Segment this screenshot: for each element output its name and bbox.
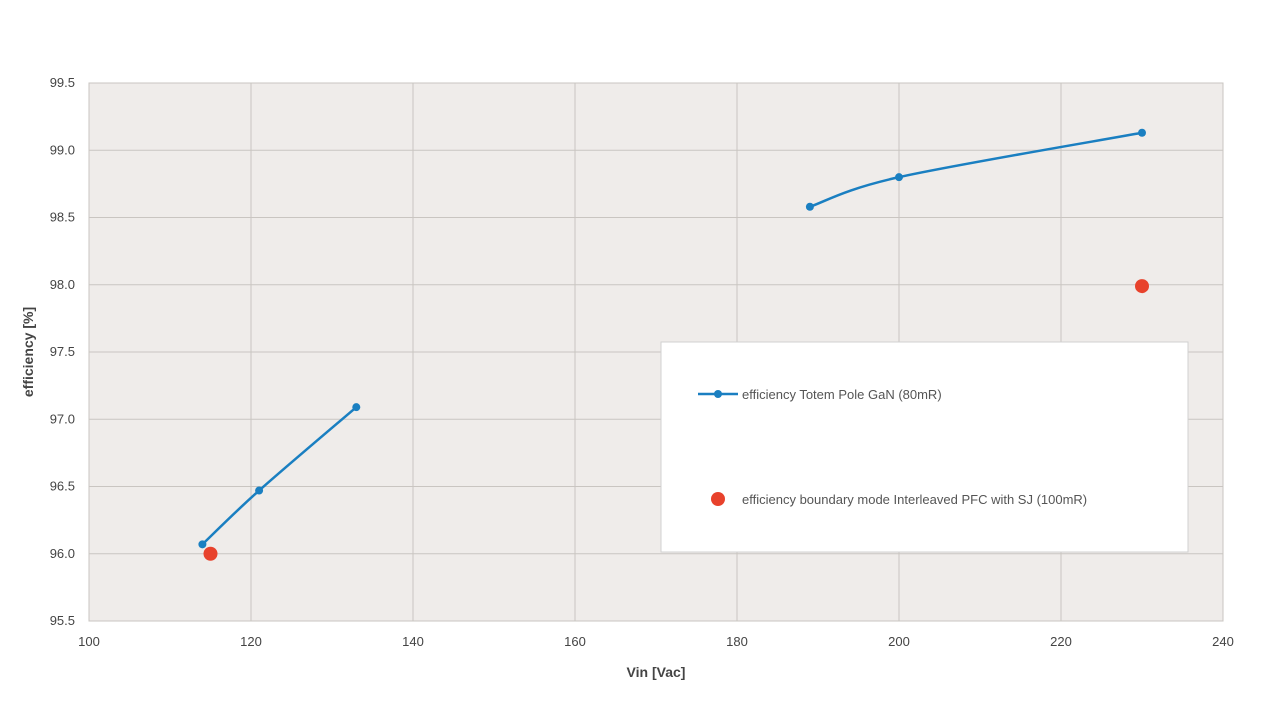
legend-item: efficiency Totem Pole GaN (80mR) <box>698 387 942 402</box>
y-tick-label: 96.0 <box>50 546 75 561</box>
y-tick-label: 95.5 <box>50 613 75 628</box>
series-layer <box>198 128 1149 561</box>
series-line <box>809 131 1143 208</box>
legend-item: efficiency boundary mode Interleaved PFC… <box>711 492 1087 507</box>
data-point <box>895 173 903 182</box>
y-axis-ticks: 95.5 96.0 96.5 97.0 97.5 98.0 98.5 99.0 99.5 <box>50 75 75 628</box>
x-axis-ticks: 100 120 140 160 180 200 220 240 <box>78 634 1234 649</box>
x-axis-title: Vin [Vac] <box>627 664 686 680</box>
y-tick-label: 96.5 <box>50 479 75 494</box>
data-point <box>352 403 361 412</box>
legend-items: efficiency Totem Pole GaN (80mR) efficien… <box>698 387 1087 507</box>
data-point <box>805 202 814 211</box>
y-tick-label: 97.5 <box>50 344 75 359</box>
legend-label: efficiency boundary mode Interleaved PFC… <box>742 492 1087 507</box>
series-1 <box>198 128 1146 549</box>
y-tick-label: 98.0 <box>50 277 75 292</box>
x-tick-label: 140 <box>402 634 424 649</box>
data-point <box>1138 128 1146 137</box>
y-tick-label: 97.0 <box>50 411 75 426</box>
y-tick-label: 99.5 <box>50 75 75 90</box>
x-tick-label: 200 <box>888 634 910 649</box>
x-tick-label: 120 <box>240 634 262 649</box>
data-point <box>198 540 207 549</box>
legend-box <box>660 341 1189 553</box>
y-tick-label: 98.5 <box>50 210 75 225</box>
series-2 <box>203 279 1149 561</box>
legend: efficiency Totem Pole GaN (80mR) efficien… <box>660 341 1189 553</box>
legend-marker-swatch <box>714 390 722 398</box>
data-point <box>1135 279 1149 294</box>
x-tick-label: 100 <box>78 634 100 649</box>
legend-marker-swatch <box>711 492 725 506</box>
x-tick-label: 180 <box>726 634 748 649</box>
x-tick-label: 220 <box>1050 634 1072 649</box>
x-tick-label: 240 <box>1212 634 1234 649</box>
data-point <box>203 546 218 561</box>
y-axis-title: efficiency [%] <box>20 307 36 397</box>
x-tick-label: 160 <box>564 634 586 649</box>
data-point <box>255 486 264 495</box>
y-tick-label: 99.0 <box>50 142 75 157</box>
legend-label: efficiency Totem Pole GaN (80mR) <box>742 387 942 402</box>
series-line <box>201 406 358 546</box>
